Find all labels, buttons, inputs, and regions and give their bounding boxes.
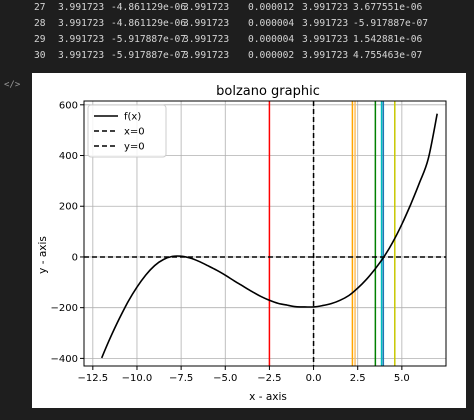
x-tick-label: −2.5	[257, 373, 281, 384]
legend-label: f(x)	[124, 112, 141, 123]
x-tick-label: −5.0	[213, 373, 237, 384]
chart-title: bolzano graphic	[216, 84, 320, 99]
cell-value: 1.542881e-06	[353, 34, 423, 45]
code-cell-icon[interactable]: </>	[4, 80, 21, 90]
legend-label: y=0	[124, 142, 145, 153]
series-line-fx	[100, 113, 438, 359]
legend: f(x) x=0 y=0	[87, 104, 167, 158]
cell-value: 0.000002	[248, 50, 295, 61]
cell-value: 3.991723	[58, 2, 105, 13]
y-axis-label: y - axis	[37, 236, 49, 274]
output-row: 27 3.991723 -4.861129e-06 3.991723 0.000…	[0, 0, 422, 16]
cell-value: 3.991723	[183, 2, 230, 13]
x-tick-label: 2.5	[350, 373, 366, 384]
row-index: 30	[34, 50, 46, 61]
y-ticks: −400 −200 0 200 400 600	[51, 100, 84, 365]
cell-value: 3.991723	[58, 34, 105, 45]
cell-value: 3.991723	[58, 50, 105, 61]
x-ticks: −12.5 −10.0 −7.5 −5.0 −2.5 0.0 2.5 5.0	[78, 366, 410, 384]
root-markers	[268, 101, 396, 366]
cell-value: 3.991723	[302, 50, 349, 61]
output-row: 28 3.991723 -4.861129e-06 3.991723 0.000…	[0, 16, 428, 32]
cell-value: 3.677551e-06	[353, 2, 423, 13]
cell-value: 3.991723	[183, 34, 230, 45]
x-tick-label: −7.5	[169, 373, 193, 384]
function-curve	[100, 113, 438, 359]
cell-value: 3.991723	[302, 34, 349, 45]
cell-value: 4.755463e-07	[353, 50, 423, 61]
cell-value: -4.861129e-06	[111, 2, 187, 13]
x-tick-label: 0.0	[306, 373, 322, 384]
x-tick-label: −12.5	[78, 373, 109, 384]
row-index: 27	[34, 2, 46, 13]
y-tick-label: 600	[59, 100, 78, 111]
cell-value: 0.000004	[248, 18, 295, 29]
cell-value: 0.000004	[248, 34, 295, 45]
row-index: 28	[34, 18, 46, 29]
cell-value: 3.991723	[302, 18, 349, 29]
x-tick-label: −10.0	[122, 373, 153, 384]
cell-value: -5.917887e-07	[111, 34, 187, 45]
output-row: 30 3.991723 -5.917887e-07 3.991723 0.000…	[0, 48, 422, 64]
x-axis-label: x - axis	[249, 391, 287, 403]
y-tick-label: 400	[59, 151, 78, 162]
cell-value: -5.917887e-07	[353, 18, 429, 29]
cell-value: -5.917887e-07	[111, 50, 187, 61]
output-row: 29 3.991723 -5.917887e-07 3.991723 0.000…	[0, 32, 422, 48]
cell-value: 3.991723	[183, 50, 230, 61]
cell-value: 0.000012	[248, 2, 295, 13]
y-tick-label: 200	[59, 202, 78, 213]
reference-lines	[84, 101, 446, 366]
chart-figure: −12.5 −10.0 −7.5 −5.0 −2.5 0.0 2.5 5.0 −400 −200…	[32, 73, 466, 408]
cell-value: 3.991723	[302, 2, 349, 13]
row-index: 29	[34, 34, 46, 45]
plot-frame	[83, 100, 447, 367]
cell-value: -4.861129e-06	[111, 18, 187, 29]
bolzano-chart: −12.5 −10.0 −7.5 −5.0 −2.5 0.0 2.5 5.0 −400 −200…	[37, 84, 447, 403]
legend-label: x=0	[124, 127, 145, 138]
y-tick-label: 0	[72, 252, 78, 263]
y-tick-label: −200	[51, 303, 78, 314]
x-tick-label: 5.0	[394, 373, 410, 384]
legend-box	[87, 104, 167, 158]
cell-value: 3.991723	[183, 18, 230, 29]
y-tick-label: −400	[51, 354, 78, 365]
cell-value: 3.991723	[58, 18, 105, 29]
